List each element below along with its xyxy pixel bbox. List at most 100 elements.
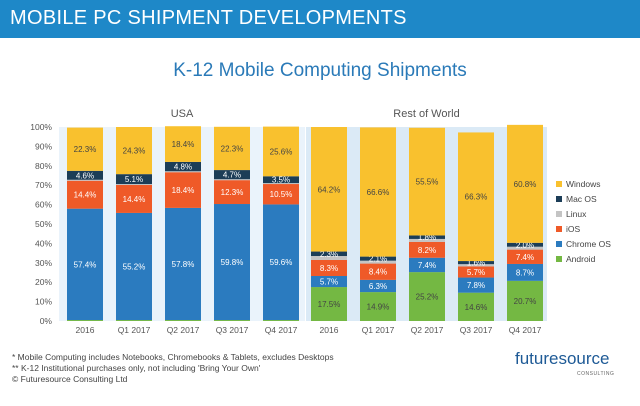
data-label-ios: 5.7% <box>467 268 485 277</box>
bar-segment-ios <box>458 266 494 278</box>
data-label-android: 17.5% <box>318 300 341 309</box>
y-tick-label: 90% <box>35 141 52 151</box>
bar-segment-windows <box>67 127 103 171</box>
bar-segment-ios <box>263 184 299 205</box>
legend-label-mac-os: Mac OS <box>566 194 597 204</box>
data-label-mac-os: 3.5% <box>272 176 290 185</box>
group-label-rest-of-world: Rest of World <box>393 108 459 120</box>
legend-label-linux: Linux <box>566 209 587 219</box>
bar-segment-chrome-os <box>507 263 543 281</box>
logo-subtitle: CONSULTING <box>577 371 615 377</box>
data-label-chrome-os: 59.8% <box>221 258 244 267</box>
data-label-chrome-os: 6.3% <box>369 282 387 291</box>
data-label-ios: 8.4% <box>369 268 387 277</box>
footnote-1: * Mobile Computing includes Notebooks, C… <box>12 352 334 362</box>
bar-segment-windows <box>116 127 152 175</box>
data-label-mac-os: 4.6% <box>76 171 94 180</box>
bar-segment-chrome-os <box>214 204 250 321</box>
logo-text: futuresource <box>515 349 610 368</box>
bar-segment-android <box>263 320 299 321</box>
data-label-ios: 7.4% <box>516 253 534 262</box>
data-label-android: 25.2% <box>416 293 439 302</box>
bar-segment-linux <box>311 256 347 260</box>
copyright-note: © Futuresource Consulting Ltd <box>12 374 128 384</box>
x-tick-label: 2016 <box>76 325 95 335</box>
bar-segment-android <box>67 320 103 321</box>
x-tick-label: Q1 2017 <box>118 325 151 335</box>
bar-segment-ios <box>311 259 347 276</box>
bar-segment-linux <box>67 179 103 181</box>
data-label-windows: 55.5% <box>416 178 439 187</box>
bar-segment-windows <box>409 127 445 236</box>
data-label-ios: 8.2% <box>418 246 436 255</box>
legend-label-android: Android <box>566 254 596 264</box>
y-tick-label: 0% <box>40 316 53 326</box>
data-label-windows: 60.8% <box>514 180 537 189</box>
legend-label-windows: Windows <box>566 179 600 189</box>
y-tick-label: 100% <box>30 122 52 132</box>
bar-segment-linux <box>116 184 152 186</box>
bar-segment-ios <box>507 249 543 264</box>
bar-segment-chrome-os <box>116 212 152 321</box>
bar-segment-mac-os <box>507 242 543 247</box>
bar-segment-windows <box>311 127 347 252</box>
bar-segment-windows <box>360 127 396 257</box>
bar-segment-linux <box>263 183 299 185</box>
data-label-mac-os: 1.6% <box>467 259 485 268</box>
data-label-chrome-os: 57.8% <box>172 260 195 269</box>
data-label-chrome-os: 59.6% <box>270 258 293 267</box>
bar-segment-mac-os <box>67 170 103 180</box>
data-label-mac-os: 1.8% <box>418 233 436 242</box>
y-tick-label: 60% <box>35 200 52 210</box>
bar-segment-mac-os <box>311 251 347 257</box>
x-tick-label: Q4 2017 <box>509 325 542 335</box>
data-label-windows: 22.3% <box>74 145 97 154</box>
footnotes: * Mobile Computing includes Notebooks, C… <box>12 352 334 385</box>
bar-segment-mac-os <box>116 174 152 185</box>
legend-label-ios: iOS <box>566 224 581 234</box>
data-label-windows: 64.2% <box>318 185 341 194</box>
data-label-chrome-os: 5.7% <box>320 278 338 287</box>
bar-segment-chrome-os <box>458 277 494 293</box>
data-label-chrome-os: 7.4% <box>418 261 436 270</box>
bar-segment-ios <box>360 263 396 280</box>
x-tick-label: Q3 2017 <box>216 325 249 335</box>
legend-swatch-android <box>556 256 562 262</box>
bar-segment-linux <box>165 171 201 173</box>
data-label-android: 14.9% <box>367 303 390 312</box>
x-tick-label: 2016 <box>320 325 339 335</box>
bar-segment-windows <box>507 124 543 243</box>
data-label-ios: 12.3% <box>221 188 244 197</box>
legend-swatch-linux <box>556 211 562 217</box>
legend-swatch-chrome-os <box>556 241 562 247</box>
data-label-chrome-os: 57.4% <box>74 260 97 269</box>
x-tick-label: Q2 2017 <box>167 325 200 335</box>
bar-segment-linux <box>507 246 543 250</box>
footnote-2: ** K-12 Institutional purchases only, no… <box>12 363 261 373</box>
data-label-mac-os: 2.0% <box>516 241 534 250</box>
data-label-chrome-os: 8.7% <box>516 268 534 277</box>
bar-segment-windows <box>214 126 250 171</box>
legend-label-chrome-os: Chrome OS <box>566 239 611 249</box>
data-label-windows: 66.6% <box>367 188 390 197</box>
data-label-android: 14.6% <box>465 303 488 312</box>
x-tick-label: Q2 2017 <box>411 325 444 335</box>
data-label-chrome-os: 55.2% <box>123 262 146 271</box>
bar-segment-android <box>214 320 250 321</box>
bar-segment-mac-os <box>214 170 250 180</box>
data-label-mac-os: 2.1% <box>369 255 387 264</box>
bar-segment-android <box>311 287 347 321</box>
bar-segment-chrome-os <box>67 208 103 321</box>
data-label-ios: 18.4% <box>172 186 195 195</box>
bar-segment-chrome-os <box>165 207 201 321</box>
bar-segment-linux <box>409 238 445 242</box>
bar-segment-windows <box>458 132 494 262</box>
data-label-ios: 8.3% <box>320 264 338 273</box>
futuresource-logo: futuresource CONSULTING <box>515 349 635 379</box>
data-label-ios: 10.5% <box>270 190 293 199</box>
bar-segment-chrome-os <box>263 204 299 321</box>
data-label-mac-os: 2.3% <box>320 250 338 259</box>
bar-segment-android <box>409 272 445 321</box>
group-label-usa: USA <box>171 108 194 120</box>
